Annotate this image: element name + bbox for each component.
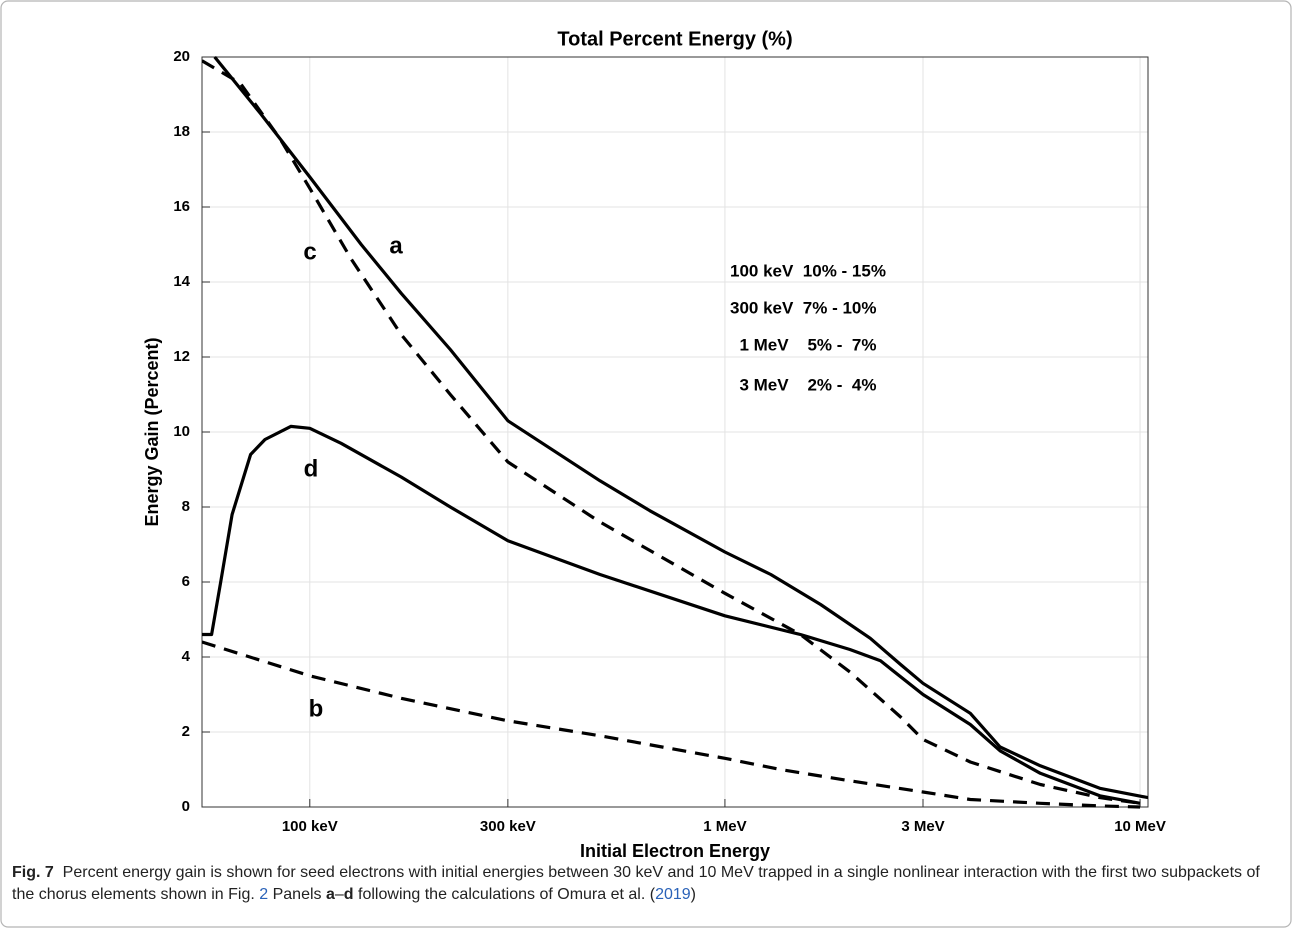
caption-text: – xyxy=(334,886,344,903)
caption-label: Fig. 7 xyxy=(12,864,54,881)
caption-bold: d xyxy=(343,886,354,903)
x-tick-label: 1 MeV xyxy=(703,818,746,835)
annotation: 3 MeV 2% - 4% xyxy=(730,375,876,394)
y-tick-label: 8 xyxy=(182,498,190,515)
annotation: 300 keV 7% - 10% xyxy=(730,298,876,317)
y-tick-label: 10 xyxy=(173,423,190,440)
curve-label: c xyxy=(303,238,316,265)
y-axis-label: Energy Gain (Percent) xyxy=(142,337,162,526)
annotation: 100 keV 10% - 15% xyxy=(730,261,886,280)
caption-link[interactable]: 2019 xyxy=(655,886,691,903)
curve-label: b xyxy=(309,695,324,722)
caption-text: Panels xyxy=(272,886,322,903)
y-tick-label: 4 xyxy=(182,648,191,665)
y-tick-label: 6 xyxy=(182,573,190,590)
curve-label: d xyxy=(304,455,319,482)
y-tick-label: 0 xyxy=(182,798,190,815)
curve-label: a xyxy=(389,232,403,259)
caption-text: ) xyxy=(690,886,696,903)
annotation: 1 MeV 5% - 7% xyxy=(730,335,876,354)
x-tick-label: 10 MeV xyxy=(1114,818,1166,835)
x-tick-label: 100 keV xyxy=(282,818,338,835)
caption-text: Percent energy gain is shown for seed el… xyxy=(12,864,1260,903)
y-tick-label: 12 xyxy=(173,348,190,365)
caption-link[interactable]: 2 xyxy=(259,886,269,903)
x-tick-label: 300 keV xyxy=(480,818,536,835)
caption-bold: a xyxy=(325,886,335,903)
series-line xyxy=(202,640,1141,809)
x-tick-label: 3 MeV xyxy=(901,818,944,835)
series-line xyxy=(202,59,1141,805)
y-tick-label: 18 xyxy=(173,123,190,140)
x-axis-label: Initial Electron Energy xyxy=(580,841,770,861)
caption: Fig. 7 Percent energy gain is shown for … xyxy=(12,862,1274,906)
series-line xyxy=(202,424,1141,805)
axes-box xyxy=(201,56,1149,808)
y-tick-label: 20 xyxy=(173,48,190,65)
series-line xyxy=(213,55,1148,800)
y-tick-label: 2 xyxy=(182,723,190,740)
y-tick-label: 16 xyxy=(173,198,190,215)
y-tick-label: 14 xyxy=(173,273,190,290)
chart-title: Total Percent Energy (%) xyxy=(557,28,792,50)
caption-text: following the calculations of Omura et a… xyxy=(358,886,656,903)
